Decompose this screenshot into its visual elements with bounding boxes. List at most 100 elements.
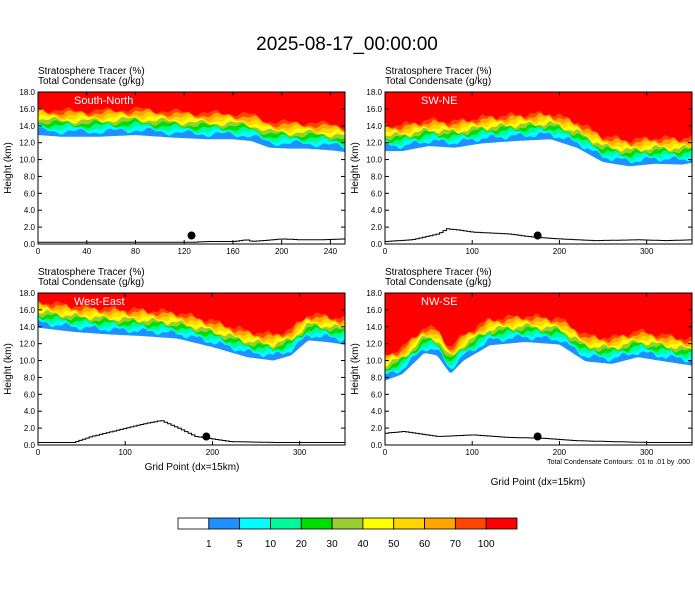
y-tick-label: 0.0 [24, 441, 36, 450]
y-tick-label: 10.0 [366, 156, 382, 165]
y-tick-label: 14.0 [366, 122, 382, 131]
terrain-line [38, 238, 345, 243]
y-axis-label: Height (km) [350, 343, 361, 395]
colorbar-box [300, 517, 333, 530]
y-tick-label: 16.0 [19, 306, 35, 315]
panel-label: South-North [74, 95, 133, 107]
colorbar-box [177, 517, 210, 530]
x-tick-label: 240 [324, 247, 338, 256]
x-tick-label: 100 [466, 448, 480, 457]
y-tick-label: 2.0 [24, 424, 36, 433]
y-tick-label: 2.0 [24, 223, 36, 232]
tracer-band-100 [385, 293, 692, 356]
field-label-condensate: Total Condensate (g/kg) [38, 76, 144, 87]
y-tick-label: 12.0 [19, 139, 35, 148]
x-tick-label: 200 [553, 448, 567, 457]
panel-3: Stratosphere Tracer (%)Total Condensate … [3, 267, 346, 457]
panel-2: Stratosphere Tracer (%)Total Condensate … [350, 66, 693, 256]
tracer-fill [38, 92, 345, 152]
x-tick-label: 300 [640, 247, 654, 256]
field-label-condensate: Total Condensate (g/kg) [385, 277, 491, 288]
colorbar-label: 10 [265, 539, 277, 550]
colorbar-label: 5 [237, 539, 243, 550]
plot-frame [37, 292, 346, 446]
x-tick-label: 0 [36, 448, 41, 457]
y-axis-label: Height (km) [3, 142, 14, 194]
y-tick-label: 10.0 [366, 357, 382, 366]
contour-note: Total Condensate Contours: .01 to .01 by… [547, 459, 690, 466]
y-tick-label: 16.0 [19, 105, 35, 114]
y-tick-label: 18.0 [366, 289, 382, 298]
tracer-fill [385, 92, 692, 167]
panel-label: NW-SE [421, 296, 457, 308]
colorbar-box [393, 517, 425, 530]
colorbar-label: 70 [450, 539, 462, 550]
y-tick-label: 6.0 [24, 390, 36, 399]
x-tick-label: 300 [293, 448, 307, 457]
x-tick-label: 300 [640, 448, 654, 457]
x-tick-label: 100 [466, 247, 480, 256]
y-tick-label: 4.0 [24, 407, 36, 416]
panel-1: Stratosphere Tracer (%)Total Condensate … [3, 66, 346, 256]
x-tick-label: 0 [383, 448, 388, 457]
terrain-line [385, 431, 692, 443]
y-tick-label: 16.0 [366, 105, 382, 114]
y-tick-label: 18.0 [19, 88, 35, 97]
terrain-line [38, 420, 345, 443]
x-axis-label-left: Grid Point (dx=15km) [145, 462, 240, 473]
colorbar-label: 1 [206, 539, 212, 550]
x-tick-label: 80 [131, 247, 140, 256]
y-tick-label: 0.0 [24, 240, 36, 249]
field-label-tracer: Stratosphere Tracer (%) [385, 267, 492, 278]
plot-frame [384, 91, 693, 245]
x-tick-label: 0 [36, 247, 41, 256]
field-label-condensate: Total Condensate (g/kg) [385, 76, 491, 87]
y-tick-label: 10.0 [19, 156, 35, 165]
field-label-tracer: Stratosphere Tracer (%) [38, 66, 145, 77]
colorbar-box [331, 517, 364, 530]
y-tick-label: 6.0 [371, 390, 383, 399]
colorbar-box [485, 517, 518, 530]
y-tick-label: 8.0 [371, 172, 383, 181]
x-tick-label: 160 [226, 247, 240, 256]
y-tick-label: 2.0 [371, 223, 383, 232]
y-tick-label: 0.0 [371, 441, 383, 450]
plot-frame [37, 91, 346, 245]
x-tick-label: 200 [553, 247, 567, 256]
colorbar-label: 60 [419, 539, 431, 550]
location-marker [202, 432, 211, 441]
tracer-band-100 [38, 293, 345, 335]
y-tick-label: 6.0 [371, 189, 383, 198]
y-tick-label: 10.0 [19, 357, 35, 366]
y-tick-label: 4.0 [24, 206, 36, 215]
y-tick-label: 18.0 [366, 88, 382, 97]
x-tick-label: 40 [82, 247, 91, 256]
y-tick-label: 4.0 [371, 407, 383, 416]
y-tick-label: 8.0 [24, 172, 36, 181]
y-tick-label: 12.0 [366, 139, 382, 148]
y-tick-label: 12.0 [19, 340, 35, 349]
x-axis-label-right: Grid Point (dx=15km) [491, 477, 586, 488]
colorbar-box [362, 517, 395, 530]
field-label-tracer: Stratosphere Tracer (%) [385, 66, 492, 77]
colorbar-label: 40 [357, 539, 369, 550]
colorbar-box [270, 517, 302, 530]
colorbar-box [454, 517, 487, 530]
y-tick-label: 8.0 [24, 373, 36, 382]
panel-label: SW-NE [421, 95, 457, 107]
field-label-condensate: Total Condensate (g/kg) [38, 277, 144, 288]
colorbar-label: 50 [388, 539, 400, 550]
y-tick-label: 8.0 [371, 373, 383, 382]
y-axis-label: Height (km) [350, 142, 361, 194]
y-tick-label: 14.0 [366, 323, 382, 332]
y-tick-label: 16.0 [366, 306, 382, 315]
tracer-band-100 [38, 92, 345, 129]
x-tick-label: 0 [383, 247, 388, 256]
y-axis-label: Height (km) [3, 343, 14, 395]
colorbar-box [239, 517, 271, 530]
colorbar-label: 30 [327, 539, 339, 550]
colorbar-label: 100 [478, 539, 495, 550]
location-marker [187, 231, 196, 240]
y-tick-label: 14.0 [19, 122, 35, 131]
